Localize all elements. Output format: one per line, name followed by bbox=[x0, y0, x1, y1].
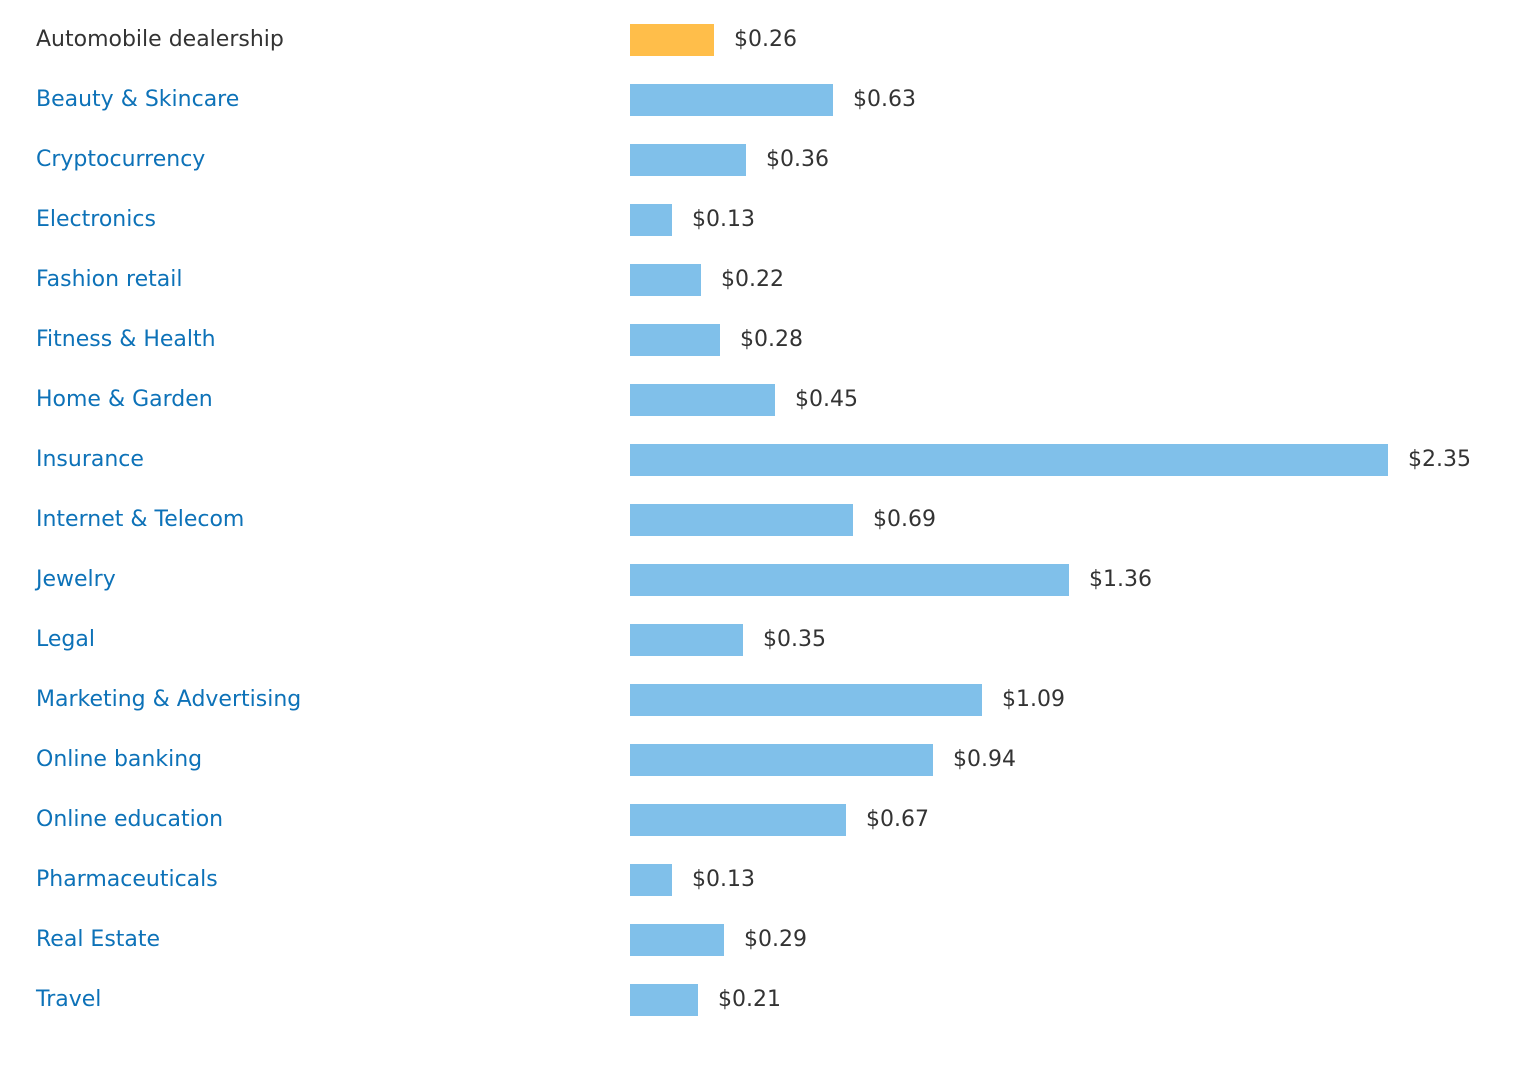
value-label: $0.94 bbox=[953, 747, 1016, 772]
chart-row: Cryptocurrency $0.36 bbox=[0, 130, 1526, 190]
chart-row: Beauty & Skincare $0.63 bbox=[0, 70, 1526, 130]
category-label[interactable]: Electronics bbox=[36, 207, 156, 232]
bar bbox=[630, 264, 701, 296]
value-label: $0.69 bbox=[873, 507, 936, 532]
chart-row: Automobile dealership $0.26 bbox=[0, 10, 1526, 70]
value-label: $0.45 bbox=[795, 387, 858, 412]
category-label[interactable]: Beauty & Skincare bbox=[36, 87, 240, 112]
bar bbox=[630, 324, 720, 356]
chart-row: Insurance $2.35 bbox=[0, 430, 1526, 490]
value-label: $1.09 bbox=[1002, 687, 1065, 712]
category-label[interactable]: Cryptocurrency bbox=[36, 147, 206, 172]
value-label: $0.67 bbox=[866, 807, 929, 832]
bar bbox=[630, 204, 672, 236]
chart-row: Electronics $0.13 bbox=[0, 190, 1526, 250]
value-label: $0.28 bbox=[740, 327, 803, 352]
bar bbox=[630, 84, 833, 116]
chart-row: Legal $0.35 bbox=[0, 610, 1526, 670]
bar bbox=[630, 804, 846, 836]
bar bbox=[630, 144, 746, 176]
bar bbox=[630, 924, 724, 956]
chart-row: Internet & Telecom $0.69 bbox=[0, 490, 1526, 550]
category-label[interactable]: Legal bbox=[36, 627, 95, 652]
bar bbox=[630, 864, 672, 896]
category-label[interactable]: Real Estate bbox=[36, 927, 161, 952]
highlighted-bar bbox=[630, 24, 714, 56]
category-label[interactable]: Online banking bbox=[36, 747, 203, 772]
bar bbox=[630, 984, 698, 1016]
bar bbox=[630, 504, 853, 536]
category-label[interactable]: Travel bbox=[36, 987, 102, 1012]
category-label[interactable]: Online education bbox=[36, 807, 224, 832]
chart-row: Marketing & Advertising $1.09 bbox=[0, 670, 1526, 730]
chart-row: Online banking $0.94 bbox=[0, 730, 1526, 790]
value-label: $0.36 bbox=[766, 147, 829, 172]
value-label: $0.35 bbox=[763, 627, 826, 652]
chart-row: Fashion retail $0.22 bbox=[0, 250, 1526, 310]
chart-row: Travel $0.21 bbox=[0, 970, 1526, 1030]
bar bbox=[630, 564, 1069, 596]
value-label: $0.63 bbox=[853, 87, 916, 112]
value-label: $0.22 bbox=[721, 267, 784, 292]
category-label: Automobile dealership bbox=[36, 27, 284, 52]
category-label[interactable]: Home & Garden bbox=[36, 387, 213, 412]
chart-row: Real Estate $0.29 bbox=[0, 910, 1526, 970]
value-label: $0.29 bbox=[744, 927, 807, 952]
category-label[interactable]: Fitness & Health bbox=[36, 327, 216, 352]
category-label[interactable]: Insurance bbox=[36, 447, 144, 472]
bar bbox=[630, 624, 743, 656]
category-label[interactable]: Fashion retail bbox=[36, 267, 183, 292]
value-label: $0.13 bbox=[692, 867, 755, 892]
category-label[interactable]: Jewelry bbox=[36, 567, 116, 592]
value-label: $0.26 bbox=[734, 27, 797, 52]
chart-row: Home & Garden $0.45 bbox=[0, 370, 1526, 430]
chart-row: Fitness & Health $0.28 bbox=[0, 310, 1526, 370]
bar bbox=[630, 444, 1388, 476]
category-label[interactable]: Internet & Telecom bbox=[36, 507, 245, 532]
bar bbox=[630, 684, 982, 716]
value-label: $1.36 bbox=[1089, 567, 1152, 592]
category-label[interactable]: Marketing & Advertising bbox=[36, 687, 302, 712]
chart-row: Jewelry $1.36 bbox=[0, 550, 1526, 610]
bar bbox=[630, 744, 933, 776]
bar bbox=[630, 384, 775, 416]
chart-row: Pharmaceuticals $0.13 bbox=[0, 850, 1526, 910]
value-label: $0.21 bbox=[718, 987, 781, 1012]
value-label: $2.35 bbox=[1408, 447, 1471, 472]
chart-row: Online education $0.67 bbox=[0, 790, 1526, 850]
category-label[interactable]: Pharmaceuticals bbox=[36, 867, 218, 892]
value-label: $0.13 bbox=[692, 207, 755, 232]
